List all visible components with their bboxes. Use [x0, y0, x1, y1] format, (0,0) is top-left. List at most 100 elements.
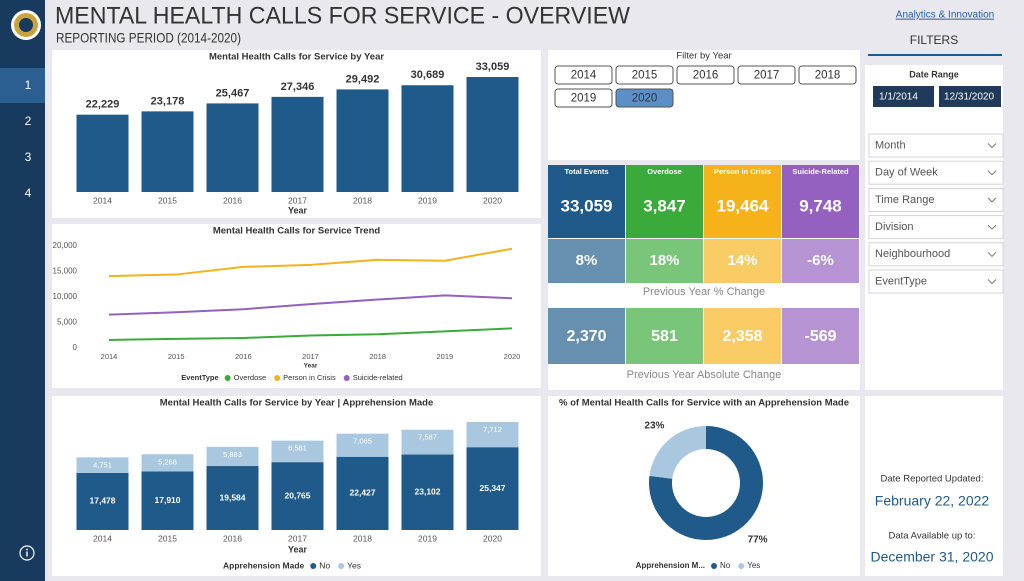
line-series: [108, 327, 513, 341]
date-box[interactable]: [873, 86, 934, 107]
bar: [206, 103, 259, 192]
dropdown-label: Month: [875, 139, 906, 151]
chart-title: Mental Health Calls for Service Trend: [213, 226, 381, 237]
dropdown-label: Day of Week: [875, 167, 938, 179]
year-button[interactable]: [676, 65, 735, 85]
kpi-abs: 2,370: [566, 328, 606, 345]
legend: EventType Overdose Person in Crisis Suicide…: [181, 373, 402, 382]
year-button-label: 2018: [815, 70, 841, 82]
x-tick-label: 2020: [504, 352, 521, 361]
kpi-value: 3,847: [643, 196, 686, 215]
dropdown[interactable]: [868, 133, 1004, 158]
x-tick-label: 2018: [353, 195, 372, 205]
dropdown[interactable]: [868, 160, 1004, 185]
available-date: December 31, 2020: [871, 549, 994, 565]
x-tick-label: 2019: [436, 352, 453, 361]
year-button[interactable]: [615, 88, 674, 108]
kpi-cell: [704, 165, 781, 238]
kpi-cell: [626, 165, 703, 238]
year-button-label: 2017: [754, 70, 780, 82]
legend-label: Overdose: [234, 373, 267, 382]
dropdown-label: Neighbourhood: [875, 248, 950, 260]
dropdown-chevron: [987, 143, 997, 149]
legend-dot: [711, 563, 718, 569]
data-label: 29,492: [346, 73, 380, 85]
y-tick-label: 5,000: [57, 318, 78, 327]
year-button[interactable]: [554, 88, 613, 108]
bar-segment: [141, 471, 194, 530]
legend-dot: [224, 375, 231, 381]
legend-title: Apprehension M...: [636, 561, 705, 570]
x-axis-title: Year: [304, 363, 318, 370]
legend-label: Person in Crisis: [283, 373, 336, 382]
data-label: 30,689: [411, 69, 445, 81]
bar-segment: [76, 457, 129, 473]
bar-segment: [271, 462, 324, 530]
date-end: 12/31/2020: [944, 92, 994, 103]
kpi-cell: [704, 308, 781, 364]
kpi-name: Person in Crisis: [714, 167, 771, 176]
legend: Apprehension Made No Yes: [223, 560, 361, 570]
dropdown[interactable]: [868, 269, 1004, 294]
nav-item[interactable]: 3: [25, 150, 32, 164]
legend-label: Suicide-related: [353, 373, 403, 382]
kpi-pct: -6%: [807, 252, 834, 269]
dropdown[interactable]: [868, 187, 1004, 212]
kpi-abs: 2,358: [722, 328, 762, 345]
data-label: 4,751: [93, 460, 112, 469]
nav-item[interactable]: 4: [25, 186, 32, 200]
bar-segment: [401, 429, 454, 455]
year-filter-title: Filter by Year: [676, 51, 731, 62]
year-button[interactable]: [615, 65, 674, 85]
x-tick-label: 2018: [353, 533, 372, 543]
dropdown-chevron: [987, 197, 997, 203]
dropdown-label: Time Range: [875, 194, 935, 206]
data-label: 5,268: [158, 457, 177, 466]
info-icon[interactable]: [19, 545, 35, 561]
x-tick-label: 2016: [223, 533, 242, 543]
kpi-cell: [626, 239, 703, 283]
data-label: 33,059: [476, 61, 510, 73]
updated-label: Date Reported Updated:: [881, 474, 984, 485]
kpi-pct: 14%: [727, 252, 757, 269]
year-button[interactable]: [798, 65, 857, 85]
bar-segment: [466, 422, 519, 448]
date-range-title: Date Range: [909, 69, 959, 79]
data-label: 22,427: [350, 488, 376, 498]
chart-title: Mental Health Calls for Service by Year: [209, 52, 384, 63]
kpi-abs: -569: [804, 328, 836, 345]
year-button[interactable]: [554, 65, 613, 85]
legend-dot: [343, 375, 350, 381]
year-button-label: 2015: [632, 70, 658, 82]
data-label: 23,178: [151, 95, 185, 107]
nav-item[interactable]: 2: [25, 114, 32, 128]
date-box[interactable]: [939, 86, 1001, 107]
dropdown[interactable]: [868, 242, 1004, 267]
data-label: 7,065: [353, 437, 372, 446]
data-label: 17,478: [90, 496, 116, 506]
x-tick-label: 2019: [418, 533, 437, 543]
kpi-abs: 581: [651, 328, 678, 345]
credit-link[interactable]: Analytics & Innovation: [896, 10, 994, 21]
y-tick-label: 20,000: [53, 241, 78, 250]
x-axis-title: Year: [288, 544, 308, 554]
dropdown[interactable]: [868, 215, 1004, 240]
data-label: 20,765: [285, 490, 311, 500]
line-series: [108, 247, 513, 278]
nav-item[interactable]: 1: [25, 78, 32, 92]
legend-dot: [738, 563, 745, 569]
data-label: 25,347: [480, 483, 506, 493]
dropdown-chevron: [987, 224, 997, 230]
dropdown-label: Division: [875, 221, 914, 233]
legend-dot: [310, 563, 317, 569]
x-tick-label: 2018: [369, 352, 386, 361]
kpi-name: Suicide-Related: [792, 167, 849, 176]
kpi-pct-label: Previous Year % Change: [643, 286, 765, 298]
y-tick-label: 15,000: [53, 267, 78, 276]
available-label: Data Available up to:: [889, 531, 976, 542]
donut-slice: [649, 426, 706, 479]
kpi-value: 9,748: [799, 196, 842, 215]
year-button[interactable]: [737, 65, 796, 85]
data-label: 19,584: [220, 492, 246, 502]
